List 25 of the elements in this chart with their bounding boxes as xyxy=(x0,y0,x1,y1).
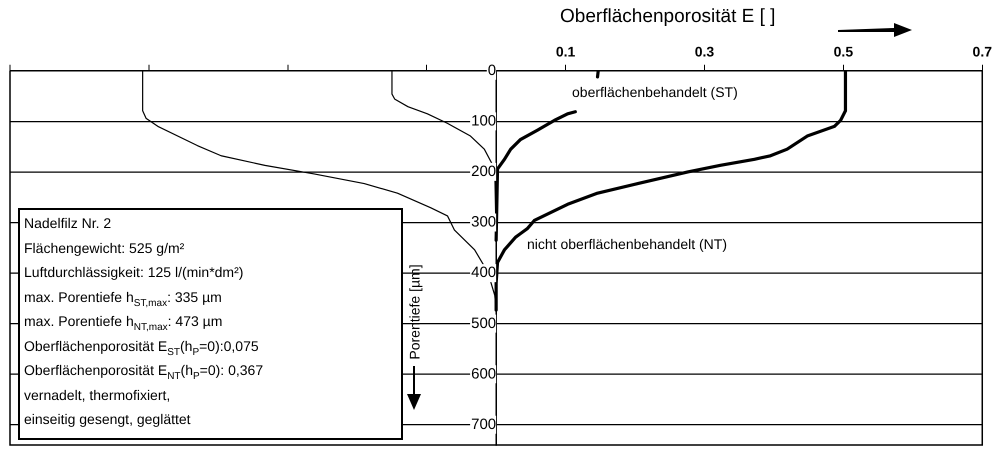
y-tick-label: 0 xyxy=(488,62,496,79)
y-tick-label: 100 xyxy=(471,112,496,130)
x-tick-label: 0.7 xyxy=(972,43,992,60)
y-tick-label: 400 xyxy=(471,264,496,282)
y-tick-label: 600 xyxy=(471,365,496,382)
y-axis-title: Porentiefe [µm] xyxy=(407,264,423,360)
annotation: nicht oberflächenbehandelt (NT) xyxy=(527,236,728,252)
y-tick-label: 300 xyxy=(471,214,496,231)
annotation: Flächengewicht: 525 g/m² xyxy=(24,238,186,258)
annotation: einseitig gesengt, geglättet xyxy=(24,410,192,429)
annotation: Oberflächenporosität E$_{NT}$(h$_{P}$=0): 0,367 xyxy=(24,361,264,382)
x-axis-title: Oberflächenporosität E [ ] xyxy=(560,6,776,28)
annotation: max. Porentiefe h$_{ST,max}$: 335 µm xyxy=(24,288,223,309)
y-tick-label: 500 xyxy=(471,314,496,332)
x-tick-label: 0.3 xyxy=(694,43,714,60)
annotation: Luftdurchlässigkeit: 125 l/(min*dm²) xyxy=(24,263,244,282)
annotation: vernadelt, thermofixiert, xyxy=(24,386,172,404)
x-tick-label: 0.5 xyxy=(834,43,854,60)
annotation: Oberflächenporosität E$_{ST}$(h$_{P}$=0):0,075 xyxy=(24,336,260,358)
annotation: max. Porentiefe h$_{NT,max}$: 473 µm xyxy=(24,312,224,334)
annotation: oberflächenbehandelt (ST) xyxy=(572,84,738,100)
y-tick-label: 700 xyxy=(471,416,496,433)
annotation: Nadelfilz Nr. 2 xyxy=(24,214,112,233)
y-tick-label: 200 xyxy=(471,163,496,180)
x-tick-label: 0.1 xyxy=(556,43,576,60)
